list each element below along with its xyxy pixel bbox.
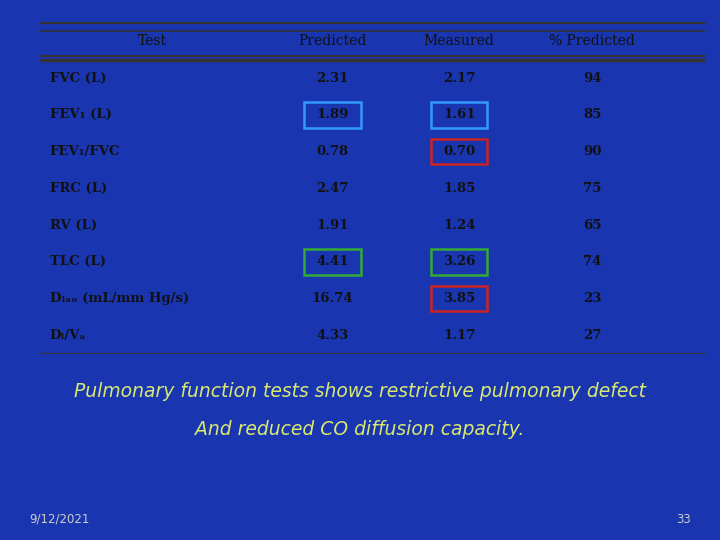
- Text: 2.31: 2.31: [317, 72, 348, 85]
- Text: 2.17: 2.17: [443, 72, 475, 85]
- Text: 1.91: 1.91: [316, 219, 349, 232]
- Text: FRC (L): FRC (L): [50, 182, 107, 195]
- Text: 23: 23: [583, 292, 602, 305]
- Text: 27: 27: [583, 329, 602, 342]
- Text: 94: 94: [583, 72, 602, 85]
- Text: 4.41: 4.41: [316, 255, 349, 268]
- Text: 65: 65: [583, 219, 602, 232]
- Text: 74: 74: [583, 255, 602, 268]
- Text: RV (L): RV (L): [50, 219, 96, 232]
- Text: Pulmonary function tests shows restrictive pulmonary defect: Pulmonary function tests shows restricti…: [74, 382, 646, 401]
- Text: 0.78: 0.78: [317, 145, 348, 158]
- Text: 4.33: 4.33: [317, 329, 348, 342]
- Bar: [431, 139, 487, 165]
- Text: And reduced CO diffusion capacity.: And reduced CO diffusion capacity.: [195, 420, 525, 439]
- Text: Test: Test: [138, 33, 167, 48]
- Bar: [305, 249, 361, 275]
- Text: 1.24: 1.24: [443, 219, 475, 232]
- Text: 1.89: 1.89: [317, 109, 348, 122]
- Text: Measured: Measured: [424, 33, 495, 48]
- Bar: [431, 249, 487, 275]
- Text: Dₗₐₒ (mL/mm Hg/s): Dₗₐₒ (mL/mm Hg/s): [50, 292, 189, 305]
- Text: 85: 85: [583, 109, 602, 122]
- Text: 3.85: 3.85: [443, 292, 475, 305]
- Bar: [305, 102, 361, 128]
- Text: 1.85: 1.85: [443, 182, 475, 195]
- Text: 2.47: 2.47: [317, 182, 348, 195]
- Text: FVC (L): FVC (L): [50, 72, 106, 85]
- Bar: [431, 286, 487, 312]
- Text: 16.74: 16.74: [312, 292, 354, 305]
- Text: 33: 33: [677, 513, 691, 526]
- Text: 1.17: 1.17: [443, 329, 475, 342]
- Text: % Predicted: % Predicted: [549, 33, 635, 48]
- Text: Dₗ/Vₐ: Dₗ/Vₐ: [50, 329, 86, 342]
- Text: TLC (L): TLC (L): [50, 255, 106, 268]
- Text: FEV₁/FVC: FEV₁/FVC: [50, 145, 120, 158]
- Bar: [431, 102, 487, 128]
- Text: Predicted: Predicted: [299, 33, 366, 48]
- Text: 90: 90: [583, 145, 602, 158]
- Text: FEV₁ (L): FEV₁ (L): [50, 109, 112, 122]
- Text: 1.61: 1.61: [443, 109, 475, 122]
- Text: 3.26: 3.26: [443, 255, 475, 268]
- Text: 9/12/2021: 9/12/2021: [29, 513, 89, 526]
- Text: 75: 75: [583, 182, 602, 195]
- Text: 0.70: 0.70: [443, 145, 475, 158]
